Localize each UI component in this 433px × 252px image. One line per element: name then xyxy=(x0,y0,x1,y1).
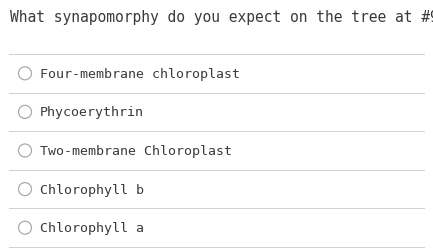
Text: Two-membrane Chloroplast: Two-membrane Chloroplast xyxy=(39,144,232,158)
Text: Phycoerythrin: Phycoerythrin xyxy=(39,106,143,119)
Text: Four-membrane chloroplast: Four-membrane chloroplast xyxy=(39,68,239,80)
Text: Chlorophyll a: Chlorophyll a xyxy=(39,221,143,234)
Text: What synapomorphy do you expect on the tree at #9: What synapomorphy do you expect on the t… xyxy=(10,10,433,25)
Text: Chlorophyll b: Chlorophyll b xyxy=(39,183,143,196)
